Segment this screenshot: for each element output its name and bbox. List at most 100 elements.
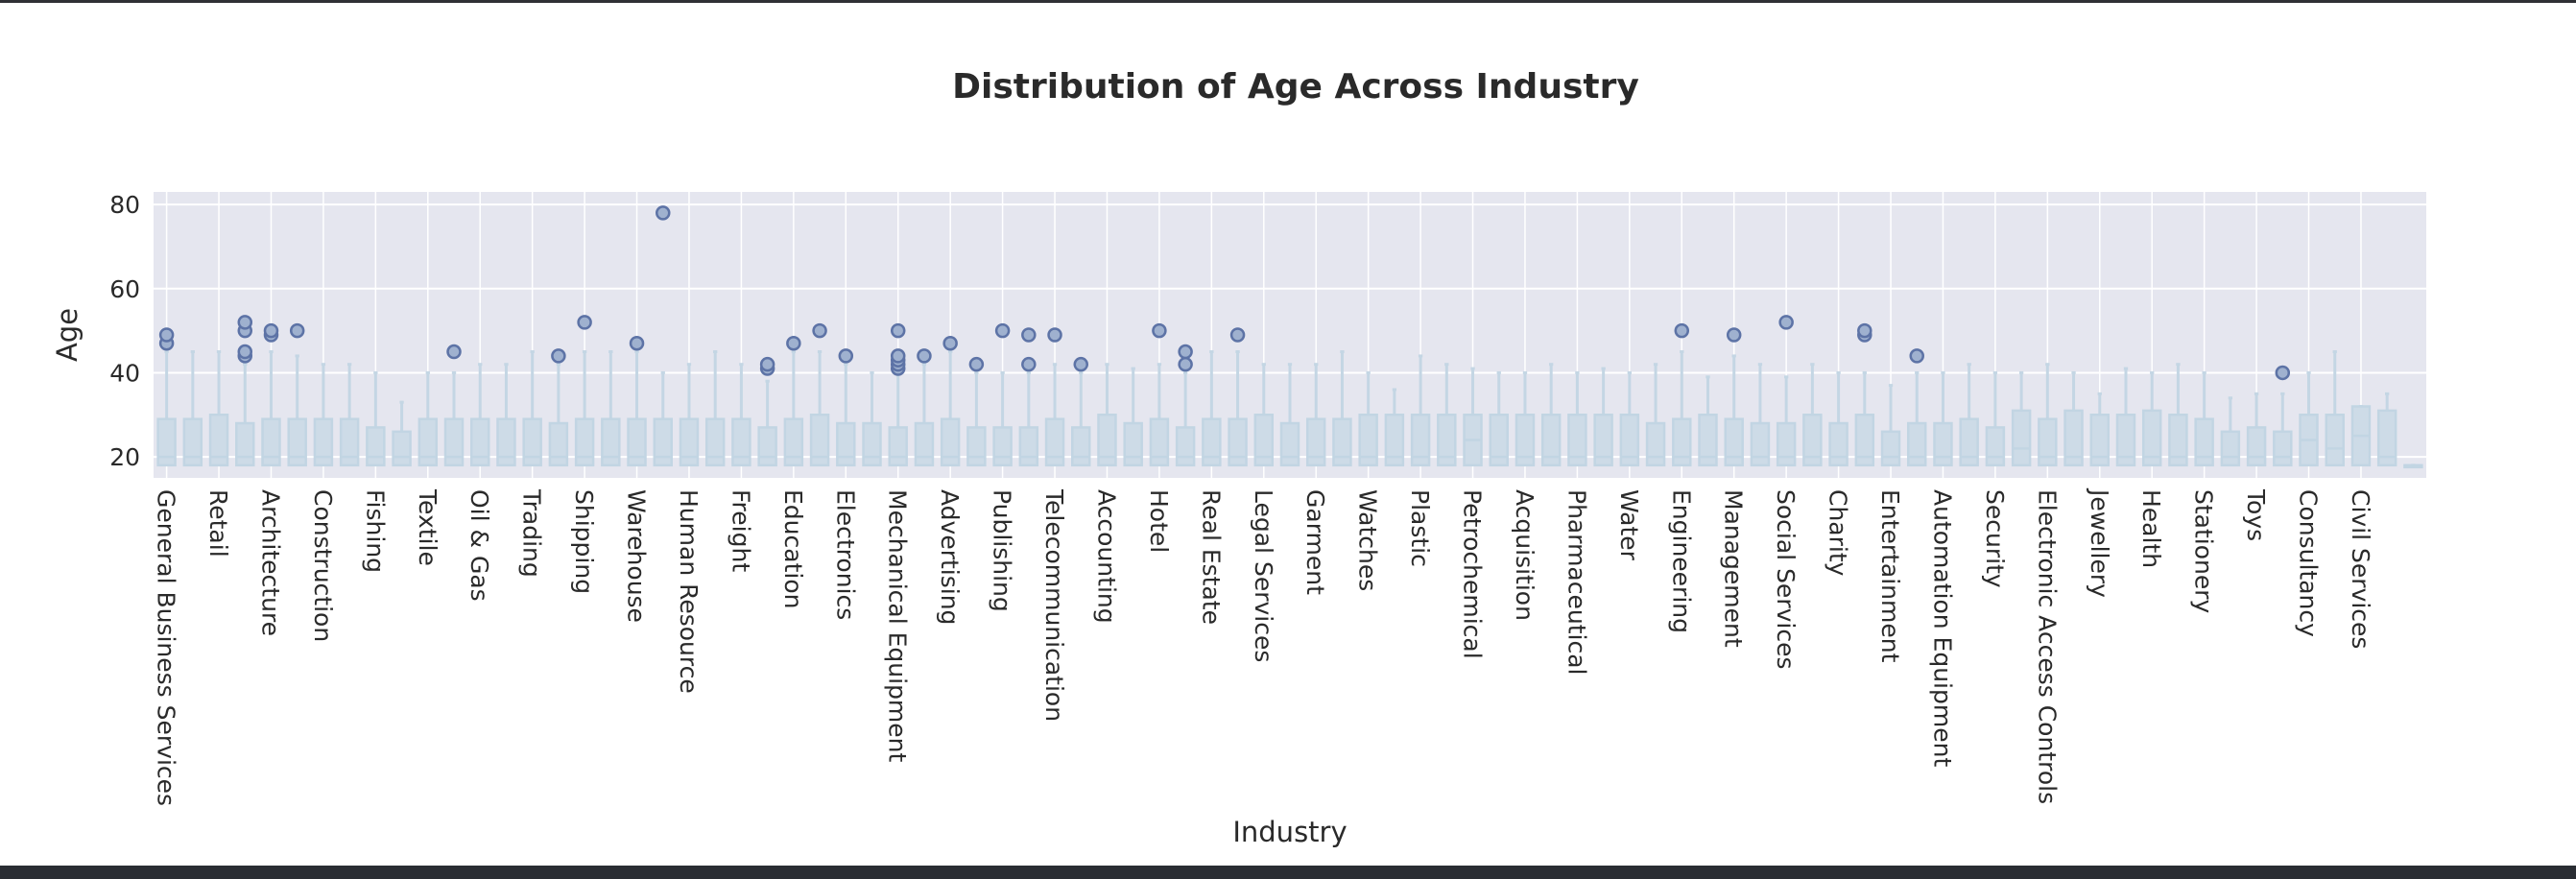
box-iqr xyxy=(1750,421,1771,467)
box-item xyxy=(1358,370,1378,467)
x-tick-label: Garment xyxy=(1301,489,1329,595)
x-tick-label: Petrochemical xyxy=(1459,489,1487,659)
box-item xyxy=(836,348,856,467)
x-tick-label: Mechanical Equipment xyxy=(884,489,912,763)
box-series xyxy=(156,205,2423,469)
outlier-point xyxy=(786,336,801,351)
box-item xyxy=(1750,363,1771,467)
box-item xyxy=(1437,363,1457,467)
box-iqr xyxy=(1044,417,1065,467)
box-item xyxy=(1384,388,1405,467)
box-iqr xyxy=(156,417,177,467)
outlier-point xyxy=(289,322,305,339)
box-item xyxy=(522,350,542,467)
box-iqr xyxy=(2141,409,2162,467)
box-iqr xyxy=(809,414,830,467)
box-iqr xyxy=(2246,426,2267,467)
box-item xyxy=(235,315,255,467)
y-tick-label: 80 xyxy=(109,191,140,219)
box-iqr xyxy=(574,417,595,467)
box-iqr xyxy=(653,417,673,467)
box-iqr xyxy=(1489,414,1509,467)
box-item xyxy=(2220,396,2241,467)
box-iqr xyxy=(1619,414,1640,467)
x-tick-label: Toys xyxy=(2242,488,2270,541)
box-iqr xyxy=(443,417,465,467)
box-iqr xyxy=(366,426,386,467)
box-iqr xyxy=(627,417,647,467)
box-iqr xyxy=(1802,414,1823,467)
box-iqr xyxy=(601,417,621,467)
box-iqr xyxy=(1567,414,1587,467)
box-iqr xyxy=(1959,417,1979,467)
box-item xyxy=(2011,370,2032,467)
outlier-point xyxy=(968,356,985,372)
x-tick-label: Electronic Access Controls xyxy=(2033,489,2061,804)
box-item xyxy=(888,322,908,467)
box-iqr xyxy=(2038,417,2058,467)
box-iqr xyxy=(313,417,334,467)
box-item xyxy=(1202,350,1222,467)
box-iqr xyxy=(992,426,1013,467)
box-item xyxy=(339,363,360,467)
box-item xyxy=(443,344,465,467)
box-item xyxy=(1645,363,1666,467)
box-iqr xyxy=(1515,414,1536,467)
outlier-point xyxy=(1909,348,1924,364)
outlier-point xyxy=(1021,327,1037,343)
x-tick-label: Publishing xyxy=(989,489,1016,612)
outlier-point xyxy=(1674,322,1690,339)
box-item xyxy=(1880,384,1901,467)
box-iqr xyxy=(1123,421,1143,467)
outlier-point xyxy=(812,322,827,339)
box-item xyxy=(2168,363,2188,467)
x-tick-label: Freight xyxy=(727,489,754,572)
x-tick-label: Legal Services xyxy=(1250,489,1277,662)
x-tick-label: Construction xyxy=(309,489,337,642)
top-rule xyxy=(0,0,2576,3)
x-tick-label: Real Estate xyxy=(1197,489,1225,625)
box-iqr xyxy=(1202,417,1222,467)
box-iqr xyxy=(2376,409,2397,467)
box-item xyxy=(679,363,700,467)
outlier-point xyxy=(629,336,645,351)
x-tick-label: Hotel xyxy=(1145,489,1173,553)
box-item xyxy=(1907,348,1927,467)
x-tick-label: Trading xyxy=(518,488,546,578)
box-iqr xyxy=(1253,414,1275,467)
x-tick-label: Stationery xyxy=(2190,489,2218,614)
outlier-point xyxy=(551,348,566,364)
box-iqr xyxy=(548,421,569,467)
y-tick-label: 60 xyxy=(109,275,140,303)
box-iqr xyxy=(1358,414,1378,467)
box-iqr xyxy=(1097,414,1117,467)
box-item xyxy=(469,363,490,467)
outlier-point xyxy=(838,348,854,364)
box-item xyxy=(2403,463,2423,469)
outlier-point xyxy=(158,327,175,343)
x-tick-label: Water xyxy=(1615,489,1643,561)
box-iqr xyxy=(888,426,908,467)
box-iqr xyxy=(1828,421,1849,467)
outlier-point xyxy=(1073,356,1089,372)
outlier-point xyxy=(1857,322,1872,339)
x-tick-label: Shipping xyxy=(570,489,598,594)
box-item xyxy=(1672,322,1692,467)
box-item xyxy=(2063,370,2084,467)
box-item xyxy=(1305,363,1326,467)
box-item xyxy=(704,350,726,467)
outlier-point xyxy=(446,344,462,360)
box-item xyxy=(1619,370,1640,467)
x-axis-title: Industry xyxy=(1232,816,1347,848)
x-tick-label: Warehouse xyxy=(623,489,651,623)
box-item xyxy=(2299,370,2319,467)
box-item xyxy=(2246,392,2267,467)
box-iqr xyxy=(1149,417,1170,467)
box-item xyxy=(731,363,751,467)
box-item xyxy=(2350,405,2372,467)
box-iqr xyxy=(679,417,700,467)
x-tick-labels: General Business Services Retail Architect… xyxy=(153,487,2374,806)
y-tick-label: 20 xyxy=(109,443,140,471)
x-tick-label: Engineering xyxy=(1667,489,1695,633)
box-iqr xyxy=(966,426,987,467)
